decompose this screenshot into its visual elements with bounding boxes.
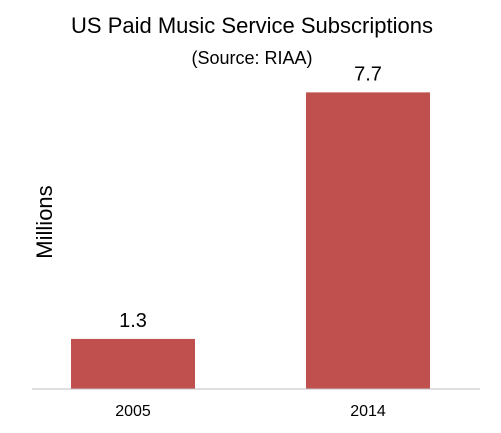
y-axis-label: Millions bbox=[32, 185, 57, 258]
x-tick-label-2014: 2014 bbox=[350, 403, 386, 420]
bars-group bbox=[71, 92, 430, 389]
x-tick-label-2005: 2005 bbox=[115, 403, 151, 420]
chart-title: US Paid Music Service Subscriptions bbox=[71, 13, 433, 38]
value-labels-group: 1.3 7.7 bbox=[119, 63, 382, 332]
data-label-2005: 1.3 bbox=[119, 310, 147, 332]
chart-subtitle: (Source: RIAA) bbox=[191, 48, 312, 68]
x-tick-labels-group: 2005 2014 bbox=[115, 403, 386, 420]
data-label-2014: 7.7 bbox=[354, 63, 382, 85]
bar-2014 bbox=[306, 92, 430, 389]
bar-2005 bbox=[71, 338, 195, 389]
